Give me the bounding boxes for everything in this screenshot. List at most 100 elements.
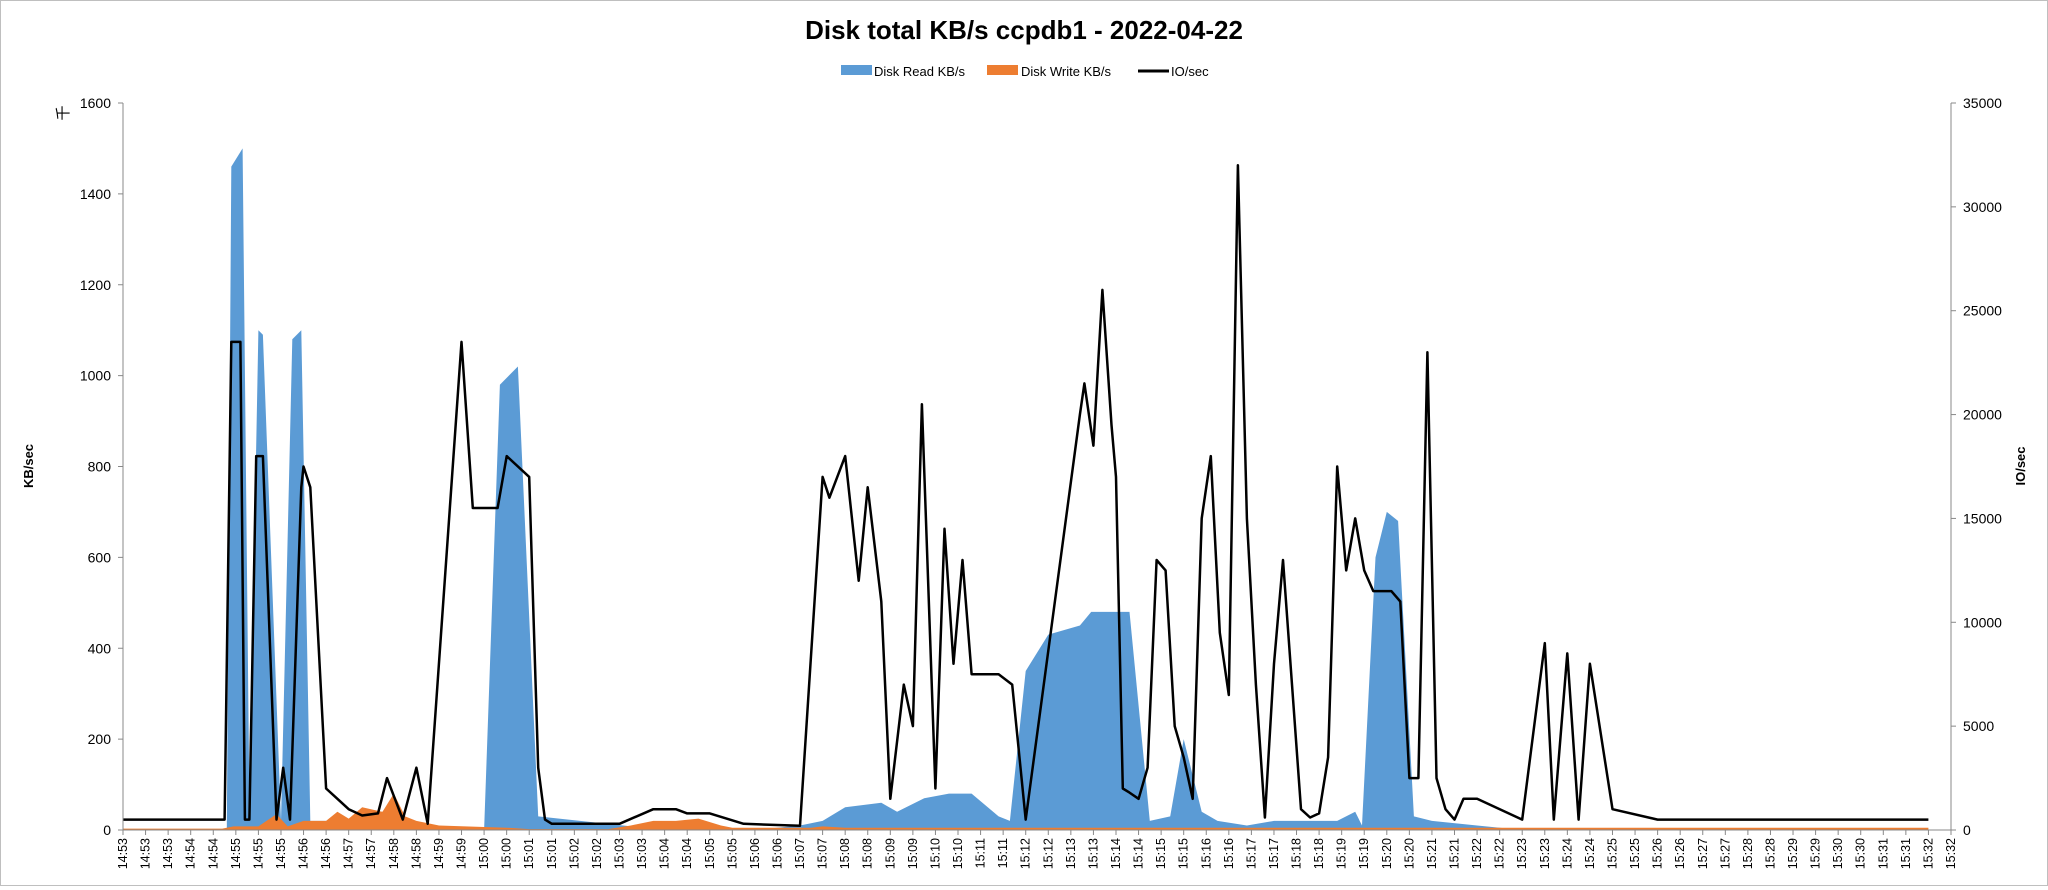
- y-tick-label: 600: [88, 549, 112, 565]
- legend-label-iosec: IO/sec: [1171, 64, 1209, 79]
- x-tick-label: 14:53: [161, 838, 175, 869]
- x-tick-label: 15:06: [770, 838, 784, 869]
- x-tick-label: 14:55: [229, 838, 243, 869]
- x-tick-label: 15:30: [1831, 838, 1845, 869]
- x-tick-label: 14:58: [409, 838, 423, 869]
- x-tick-label: 15:19: [1357, 838, 1371, 869]
- y-tick-label: 400: [88, 640, 112, 656]
- legend-label-read: Disk Read KB/s: [874, 64, 966, 79]
- x-tick-label: 15:13: [1086, 838, 1100, 869]
- x-tick-label: 15:12: [1019, 838, 1033, 869]
- series-line-io-sec: [123, 164, 1929, 828]
- y-tick-label: 1000: [80, 368, 111, 384]
- x-tick-label: 15:12: [1041, 838, 1055, 869]
- x-tick-label: 15:25: [1628, 838, 1642, 869]
- axes: 0 200 400 600 800 1000 1200 1400 1600 0 5000 10000 1…: [80, 95, 2002, 869]
- x-tick-label: 14:57: [342, 838, 356, 869]
- y-tick-label: 800: [88, 459, 112, 475]
- y2-tick-label: 10000: [1963, 614, 2002, 630]
- x-tick-label: 15:30: [1854, 838, 1868, 869]
- x-tick-label: 15:13: [1064, 838, 1078, 869]
- legend-swatch-read: [841, 65, 872, 75]
- x-tick-label: 15:20: [1380, 838, 1394, 869]
- x-tick-label: 15:08: [838, 838, 852, 869]
- x-tick-label: 15:28: [1763, 838, 1777, 869]
- x-tick-label: 15:26: [1673, 838, 1687, 869]
- x-tick-label: 15:10: [951, 838, 965, 869]
- x-tick-label: 15:16: [1222, 838, 1236, 869]
- x-tick-label: 14:53: [116, 838, 130, 869]
- x-tick-label: 15:04: [680, 838, 694, 869]
- chart-title: Disk total KB/s ccpdb1 - 2022-04-22: [805, 15, 1243, 45]
- x-tick-label: 15:14: [1132, 838, 1146, 869]
- x-tick-label: 15:06: [748, 838, 762, 869]
- plot-area: [123, 148, 1929, 830]
- x-tick-label: 15:27: [1696, 838, 1710, 869]
- x-tick-label: 15:21: [1448, 838, 1462, 869]
- x-tick-label: 14:55: [274, 838, 288, 869]
- x-tick-label: 15:01: [545, 838, 559, 869]
- x-tick-label: 14:53: [139, 838, 153, 869]
- y-tick-label: 200: [88, 731, 112, 747]
- y2-tick-label: 30000: [1963, 199, 2002, 215]
- x-tick-label: 14:56: [319, 838, 333, 869]
- x-tick-label: 15:09: [883, 838, 897, 869]
- y-tick-label: 1600: [80, 95, 111, 111]
- x-tick-label: 15:22: [1470, 838, 1484, 869]
- x-tick-label: 15:00: [477, 838, 491, 869]
- x-tick-label: 14:54: [184, 838, 198, 869]
- y-tick-label: 0: [103, 822, 111, 838]
- x-tick-label: 15:15: [1177, 838, 1191, 869]
- x-tick-label: 15:02: [567, 838, 581, 869]
- y2-tick-label: 25000: [1963, 303, 2002, 319]
- y-tick-label: 1200: [80, 277, 111, 293]
- x-tick-label: 15:05: [703, 838, 717, 869]
- x-tick-label: 14:56: [297, 838, 311, 869]
- x-tick-label: 15:02: [590, 838, 604, 869]
- x-tick-label: 14:59: [432, 838, 446, 869]
- x-tick-label: 15:32: [1944, 838, 1958, 869]
- x-tick-label: 15:17: [1244, 838, 1258, 869]
- x-tick-label: 15:31: [1899, 838, 1913, 869]
- x-tick-label: 15:26: [1651, 838, 1665, 869]
- x-tick-label: 15:00: [500, 838, 514, 869]
- x-tick-label: 15:28: [1741, 838, 1755, 869]
- x-tick-label: 15:25: [1605, 838, 1619, 869]
- x-tick-label: 15:22: [1493, 838, 1507, 869]
- y2-tick-label: 5000: [1963, 718, 1994, 734]
- x-tick-label: 14:57: [364, 838, 378, 869]
- y-axis-unit-label: 千: [55, 105, 72, 120]
- x-tick-label: 15:15: [1154, 838, 1168, 869]
- x-tick-label: 15:14: [1109, 838, 1123, 869]
- x-tick-label: 15:17: [1267, 838, 1281, 869]
- x-tick-label: 15:23: [1538, 838, 1552, 869]
- x-tick-label: 15:11: [974, 838, 988, 868]
- x-tick-label: 15:07: [793, 838, 807, 869]
- x-tick-label: 14:59: [455, 838, 469, 869]
- legend-item-read: Disk Read KB/s: [841, 64, 966, 79]
- x-tick-label: 15:11: [996, 838, 1010, 868]
- x-tick-label: 15:29: [1786, 838, 1800, 869]
- x-tick-label: 15:24: [1560, 838, 1574, 869]
- legend: Disk Read KB/s Disk Write KB/s IO/sec: [841, 64, 1209, 79]
- x-tick-label: 15:08: [861, 838, 875, 869]
- x-tick-label: 15:24: [1583, 838, 1597, 869]
- x-tick-label: 15:07: [816, 838, 830, 869]
- legend-label-write: Disk Write KB/s: [1021, 64, 1112, 79]
- x-tick-label: 15:03: [612, 838, 626, 869]
- x-tick-label: 15:16: [1199, 838, 1213, 869]
- x-tick-label: 15:09: [906, 838, 920, 869]
- series-area-disk-read-kb-s: [123, 148, 1929, 830]
- x-tick-label: 15:31: [1876, 838, 1890, 869]
- x-tick-label: 15:32: [1921, 838, 1935, 869]
- y2-tick-label: 35000: [1963, 95, 2002, 111]
- y2-tick-label: 0: [1963, 822, 1971, 838]
- y-tick-label: 1400: [80, 186, 111, 202]
- x-tick-label: 15:18: [1312, 838, 1326, 869]
- x-tick-label: 15:04: [658, 838, 672, 869]
- legend-item-write: Disk Write KB/s: [987, 64, 1112, 79]
- x-tick-label: 15:27: [1718, 838, 1732, 869]
- x-tick-label: 15:05: [725, 838, 739, 869]
- x-tick-label: 15:03: [635, 838, 649, 869]
